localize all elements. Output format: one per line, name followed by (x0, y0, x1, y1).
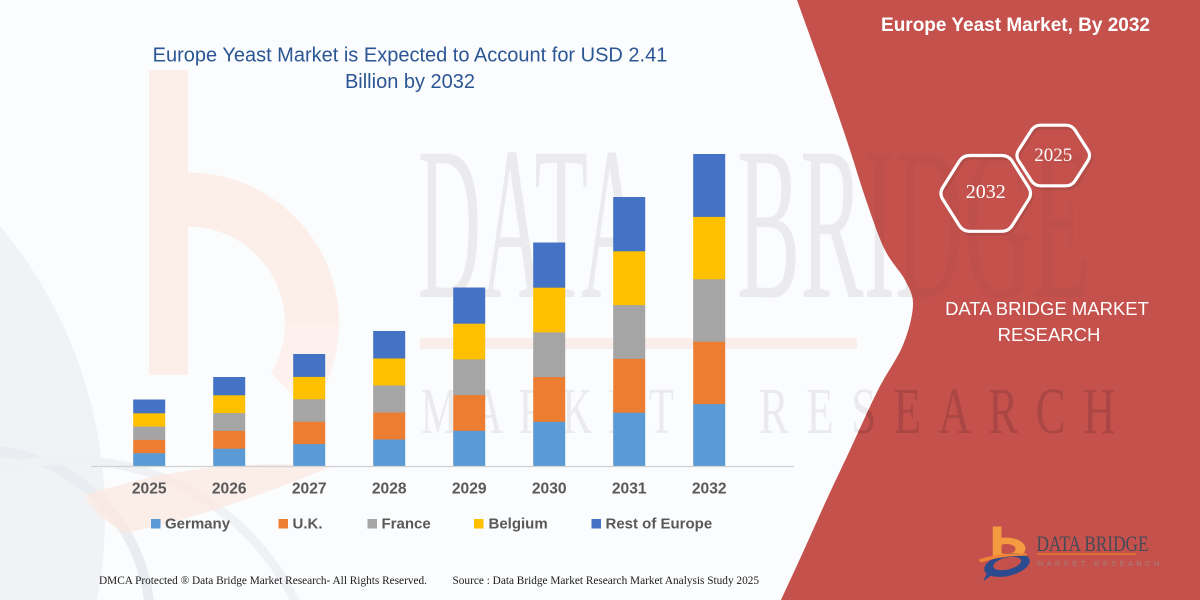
svg-text:U.K.: U.K. (293, 516, 323, 533)
svg-text:2032: 2032 (966, 181, 1006, 203)
svg-text:2028: 2028 (372, 481, 407, 498)
svg-text:Europe Yeast Market, By 2032: Europe Yeast Market, By 2032 (881, 15, 1150, 36)
svg-text:2025: 2025 (132, 481, 167, 498)
svg-text:Belgium: Belgium (489, 516, 548, 533)
svg-text:Germany: Germany (165, 516, 231, 533)
svg-text:DATA: DATA (418, 103, 644, 345)
svg-text:DATA BRIDGE: DATA BRIDGE (1037, 531, 1149, 556)
svg-text:2031: 2031 (612, 481, 647, 498)
svg-text:Rest of Europe: Rest of Europe (606, 516, 713, 533)
svg-text:Source : Data Bridge Market Re: Source : Data Bridge Market Research Mar… (453, 575, 760, 587)
svg-text:2030: 2030 (532, 481, 567, 498)
svg-text:2027: 2027 (292, 481, 327, 498)
svg-text:RESEARCH: RESEARCH (998, 324, 1101, 345)
svg-text:Billion by 2032: Billion by 2032 (345, 71, 475, 93)
svg-text:DMCA Protected ® Data Bridge M: DMCA Protected ® Data Bridge Market Rese… (99, 575, 427, 587)
svg-text:2029: 2029 (452, 481, 487, 498)
svg-text:2025: 2025 (1034, 145, 1072, 166)
svg-text:2026: 2026 (212, 481, 247, 498)
svg-text:DATA BRIDGE MARKET: DATA BRIDGE MARKET (945, 298, 1149, 319)
svg-text:France: France (382, 516, 431, 533)
svg-text:2032: 2032 (692, 481, 727, 498)
svg-text:Europe Yeast Market is Expecte: Europe Yeast Market is Expected to Accou… (153, 45, 668, 67)
svg-text:MARKET RESEARCH: MARKET RESEARCH (1037, 559, 1163, 568)
